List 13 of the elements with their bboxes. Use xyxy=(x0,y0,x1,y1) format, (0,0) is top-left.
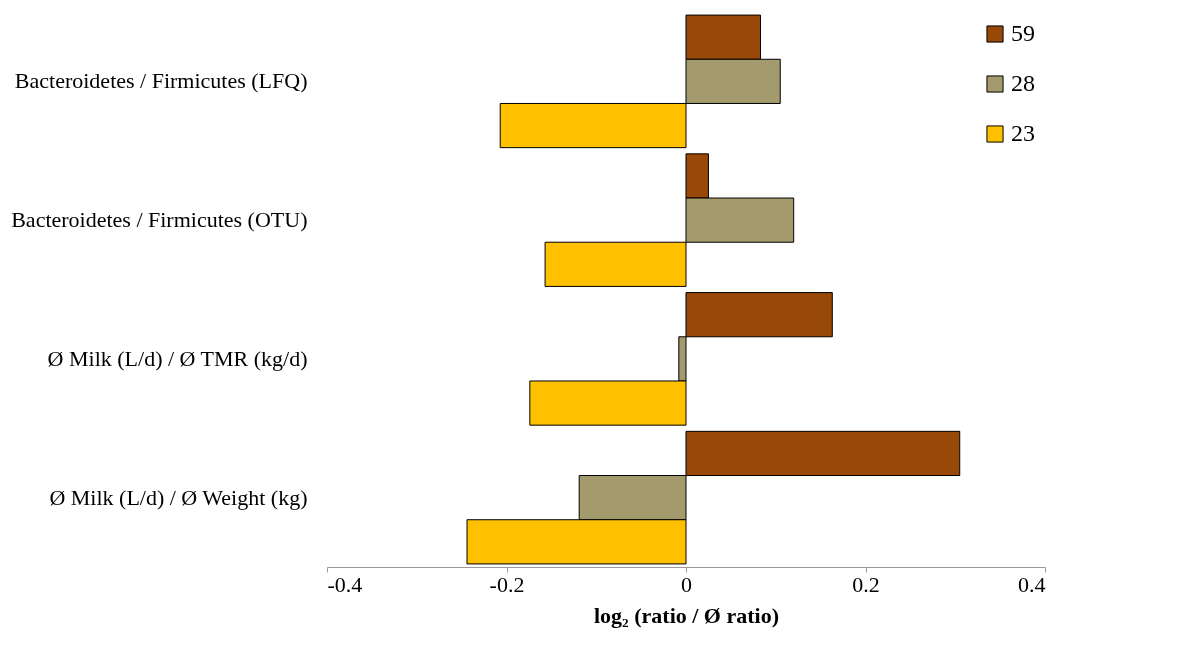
y-tick-label: Bacteroidetes / Firmicutes (OTU) xyxy=(11,207,308,233)
y-tick-label: Bacteroidetes / Firmicutes (LFQ) xyxy=(14,68,308,94)
x-tick-label: 0.4 xyxy=(1018,571,1046,597)
legend-label: 28 xyxy=(1011,70,1035,96)
legend-label: 59 xyxy=(1011,20,1035,46)
x-axis-title: log₂ (ratio / Ø ratio) xyxy=(594,602,779,628)
y-tick-label: Ø Milk (L/d) / Ø TMR (kg/d) xyxy=(47,345,308,371)
x-tick-label: 0 xyxy=(681,571,692,597)
y-tick-label: Ø Milk (L/d) / Ø Weight (kg) xyxy=(49,484,308,510)
x-tick-label: -0.2 xyxy=(489,571,525,597)
legend-label: 23 xyxy=(1011,120,1035,146)
x-tick-label: -0.4 xyxy=(327,571,363,597)
x-tick-label: 0.2 xyxy=(852,571,880,597)
